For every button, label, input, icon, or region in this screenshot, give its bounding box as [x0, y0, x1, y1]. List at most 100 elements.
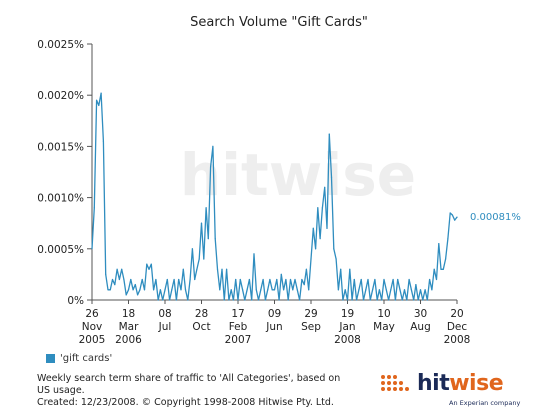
data-point — [287, 299, 289, 301]
x-tick-label: Jan — [338, 321, 355, 333]
data-point — [283, 289, 285, 291]
footnote-line-1: Weekly search term share of traffic to '… — [37, 373, 341, 384]
data-point — [344, 289, 346, 291]
data-point — [214, 238, 216, 240]
data-point — [203, 258, 205, 260]
data-point — [397, 278, 399, 281]
data-point — [454, 219, 456, 221]
data-point — [335, 258, 337, 260]
data-point — [333, 248, 335, 250]
y-tick-label: 0.0005% — [37, 244, 84, 256]
data-point — [237, 299, 239, 301]
x-tick-label: Jun — [265, 321, 282, 333]
data-point — [346, 299, 349, 301]
data-point — [438, 243, 440, 245]
x-tick-label: 2008 — [444, 334, 471, 346]
data-point — [433, 268, 435, 270]
data-point — [114, 284, 116, 286]
data-point — [118, 278, 120, 281]
data-point — [429, 278, 431, 281]
data-point — [372, 289, 374, 291]
data-point — [100, 92, 102, 94]
data-point — [157, 299, 159, 301]
data-point — [317, 207, 319, 209]
data-point — [130, 278, 132, 281]
data-point — [342, 299, 344, 301]
y-tick-label: 0.0020% — [37, 90, 84, 102]
footnote-line-2: US usage. — [37, 385, 85, 396]
data-point — [431, 289, 433, 291]
data-point — [200, 222, 203, 224]
data-point — [216, 268, 219, 270]
data-point — [445, 258, 447, 260]
data-point — [166, 278, 168, 281]
watermark-text: hitwise — [180, 141, 416, 209]
data-point — [376, 299, 378, 301]
x-tick-label: Jul — [158, 321, 172, 333]
x-tick-label: Sep — [301, 321, 321, 333]
data-point — [109, 289, 111, 291]
data-point — [171, 289, 173, 291]
data-point — [164, 289, 166, 291]
data-point — [173, 278, 175, 281]
data-point — [369, 299, 371, 301]
data-point — [351, 299, 353, 301]
data-point — [248, 278, 250, 281]
hitwise-logo: hitwise An Experian company — [379, 371, 529, 411]
data-point — [381, 299, 383, 301]
data-point — [148, 268, 150, 270]
data-point — [362, 299, 365, 301]
x-tick-label: 08 — [158, 308, 171, 320]
data-point — [111, 278, 114, 281]
data-point — [358, 289, 360, 291]
data-point — [301, 278, 303, 281]
data-point — [330, 176, 333, 178]
data-point — [267, 289, 269, 291]
data-point — [399, 289, 401, 291]
data-point — [175, 299, 177, 301]
data-point — [264, 299, 266, 301]
data-point — [141, 278, 143, 281]
x-tick-label: Dec — [447, 321, 468, 333]
data-point — [383, 278, 385, 281]
data-point — [251, 299, 253, 301]
data-point — [123, 278, 125, 281]
data-point — [435, 278, 438, 281]
x-tick-label: 2007 — [225, 334, 252, 346]
data-point — [143, 289, 146, 291]
data-point — [196, 268, 198, 270]
data-point — [194, 278, 196, 281]
data-point — [98, 104, 100, 106]
data-point — [276, 278, 278, 281]
y-tick-label: 0.0025% — [37, 39, 84, 51]
data-point — [324, 186, 326, 188]
data-point — [410, 289, 412, 291]
data-point — [378, 289, 380, 291]
data-point — [451, 214, 453, 216]
data-point — [246, 289, 248, 291]
data-point — [187, 299, 189, 301]
data-point — [107, 289, 109, 291]
data-point — [367, 278, 369, 281]
data-point — [169, 299, 171, 301]
data-point — [413, 299, 415, 301]
data-point — [285, 278, 287, 281]
data-point — [310, 258, 312, 260]
data-point — [228, 299, 230, 301]
logo-wordmark: hitwise — [417, 371, 504, 396]
data-point — [417, 299, 419, 301]
data-point — [232, 299, 234, 301]
data-point — [365, 289, 367, 291]
x-tick-label: 20 — [450, 308, 463, 320]
data-point — [340, 268, 342, 270]
data-point — [447, 238, 449, 240]
data-point — [182, 268, 184, 270]
data-point — [308, 289, 310, 291]
data-point — [385, 289, 387, 291]
data-point — [449, 212, 451, 214]
x-tick-label: Aug — [410, 321, 431, 333]
data-point — [442, 268, 444, 270]
data-point — [91, 248, 93, 250]
footnote: Weekly search term share of traffic to '… — [37, 373, 367, 409]
